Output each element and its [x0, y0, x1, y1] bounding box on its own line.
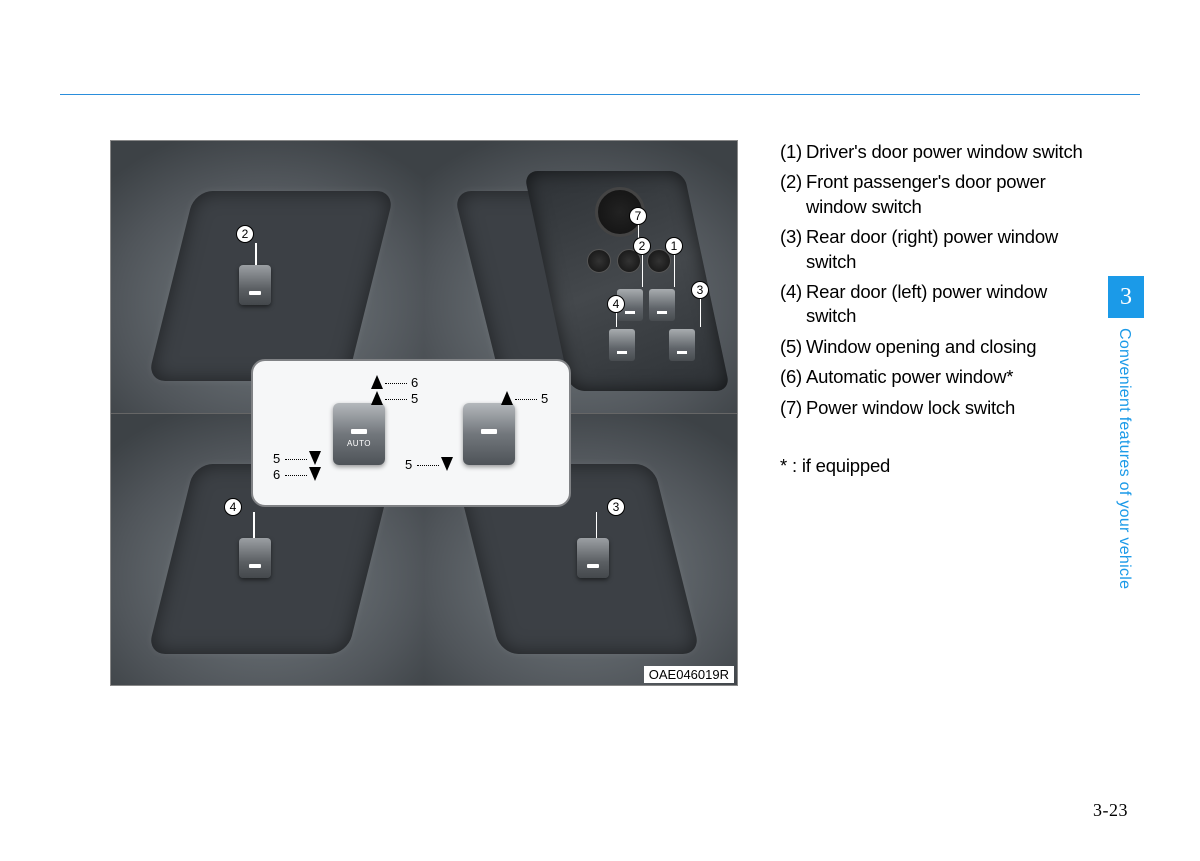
legend-item: (3) Rear door (right) power window switc… — [780, 225, 1090, 274]
arrow-up-icon — [371, 375, 383, 389]
arrow-up-icon — [501, 391, 513, 405]
inset-num-6: 6 — [273, 467, 280, 482]
legend-text: Automatic power window* — [806, 365, 1090, 389]
callout-4: 4 — [224, 498, 242, 516]
legend-num: (6) — [780, 365, 806, 389]
chapter-title: Convenient features of your vehicle — [1115, 328, 1133, 589]
switch-driver-window — [649, 289, 675, 321]
armrest — [147, 191, 394, 381]
top-divider — [60, 94, 1140, 95]
dotted-leader — [285, 459, 307, 460]
leader-line — [253, 512, 255, 538]
legend-num: (1) — [780, 140, 806, 164]
side-tab: 3 Convenient features of your vehicle — [1108, 276, 1144, 616]
legend-text: Front passenger's door power window swit… — [806, 170, 1090, 219]
legend-item: (7) Power window lock switch — [780, 396, 1090, 420]
legend-text: Power window lock switch — [806, 396, 1090, 420]
dotted-leader — [515, 399, 537, 400]
legend-num: (7) — [780, 396, 806, 420]
callout-1: 1 — [665, 237, 683, 255]
legend-item: (5) Window opening and closing — [780, 335, 1090, 359]
dotted-leader — [285, 475, 307, 476]
switch-front-passenger — [239, 265, 271, 305]
callout-2: 2 — [236, 225, 254, 243]
dotted-leader — [385, 399, 407, 400]
callout-7: 7 — [629, 207, 647, 225]
inset-num-5: 5 — [273, 451, 280, 466]
chapter-number: 3 — [1108, 276, 1144, 318]
inset-switch-detail: 6 5 5 6 5 5 — [251, 359, 571, 507]
callout-3-cluster: 3 — [691, 281, 709, 299]
arrow-down-icon — [441, 457, 453, 471]
inset-num-6: 6 — [411, 375, 418, 390]
leader-line — [616, 313, 618, 327]
switch-rear-right-window — [669, 329, 695, 361]
callout-2-cluster: 2 — [633, 237, 651, 255]
callout-3: 3 — [607, 498, 625, 516]
legend-text: Driver's door power window switch — [806, 140, 1090, 164]
leader-line — [596, 512, 598, 538]
legend-text: Window opening and closing — [806, 335, 1090, 359]
inset-num-5: 5 — [405, 457, 412, 472]
leader-line — [255, 243, 257, 265]
driver-switch-cluster — [547, 171, 707, 391]
legend-num: (4) — [780, 280, 806, 329]
arrow-down-icon — [309, 451, 321, 465]
inset-switch-auto — [333, 403, 385, 465]
round-button — [587, 249, 611, 273]
legend-item: (4) Rear door (left) power window switch — [780, 280, 1090, 329]
dotted-leader — [385, 383, 407, 384]
legend-text: Rear door (right) power window switch — [806, 225, 1090, 274]
switch-rear-right — [577, 538, 609, 578]
legend-item: (2) Front passenger's door power window … — [780, 170, 1090, 219]
legend-num: (2) — [780, 170, 806, 219]
arrow-down-icon — [309, 467, 321, 481]
footnote: * : if equipped — [780, 454, 1090, 478]
legend-num: (3) — [780, 225, 806, 274]
leader-line — [674, 255, 676, 287]
leader-line — [700, 299, 702, 327]
arrow-up-icon — [371, 391, 383, 405]
legend-item: (6) Automatic power window* — [780, 365, 1090, 389]
inset-num-5: 5 — [541, 391, 548, 406]
leader-line — [642, 255, 644, 287]
figure-window-switches: ■ Right-hand drive 2 7 1 — [110, 140, 738, 686]
legend-list: (1) Driver's door power window switch (2… — [780, 140, 1090, 478]
legend-num: (5) — [780, 335, 806, 359]
page-number: 3-23 — [1093, 800, 1128, 821]
inset-num-5: 5 — [411, 391, 418, 406]
callout-4-cluster: 4 — [607, 295, 625, 313]
legend-text: Rear door (left) power window switch — [806, 280, 1090, 329]
switch-rear-left — [239, 538, 271, 578]
legend-item: (1) Driver's door power window switch — [780, 140, 1090, 164]
dotted-leader — [417, 465, 439, 466]
figure-code: OAE046019R — [644, 666, 734, 683]
inset-switch-plain — [463, 403, 515, 465]
switch-rear-left-window — [609, 329, 635, 361]
